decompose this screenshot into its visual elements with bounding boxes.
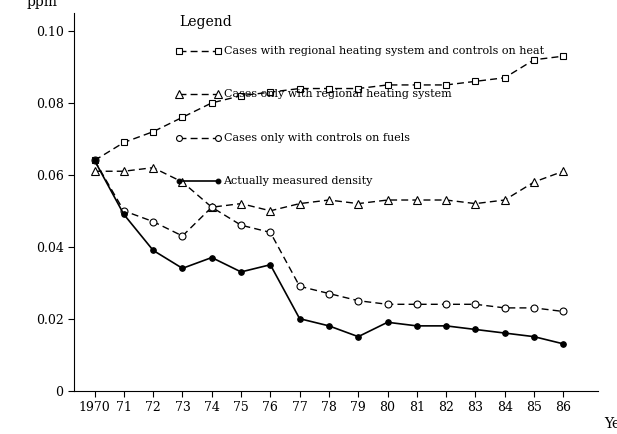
- Text: Actually measured density: Actually measured density: [223, 176, 373, 186]
- Text: Year: Year: [603, 417, 617, 431]
- Text: Cases only with controls on fuels: Cases only with controls on fuels: [223, 133, 410, 143]
- Text: Cases with regional heating system and controls on heat: Cases with regional heating system and c…: [223, 46, 544, 56]
- Text: ppm: ppm: [27, 0, 58, 9]
- Text: Cases only with regional heating system: Cases only with regional heating system: [223, 89, 451, 99]
- Text: Legend: Legend: [179, 15, 231, 29]
